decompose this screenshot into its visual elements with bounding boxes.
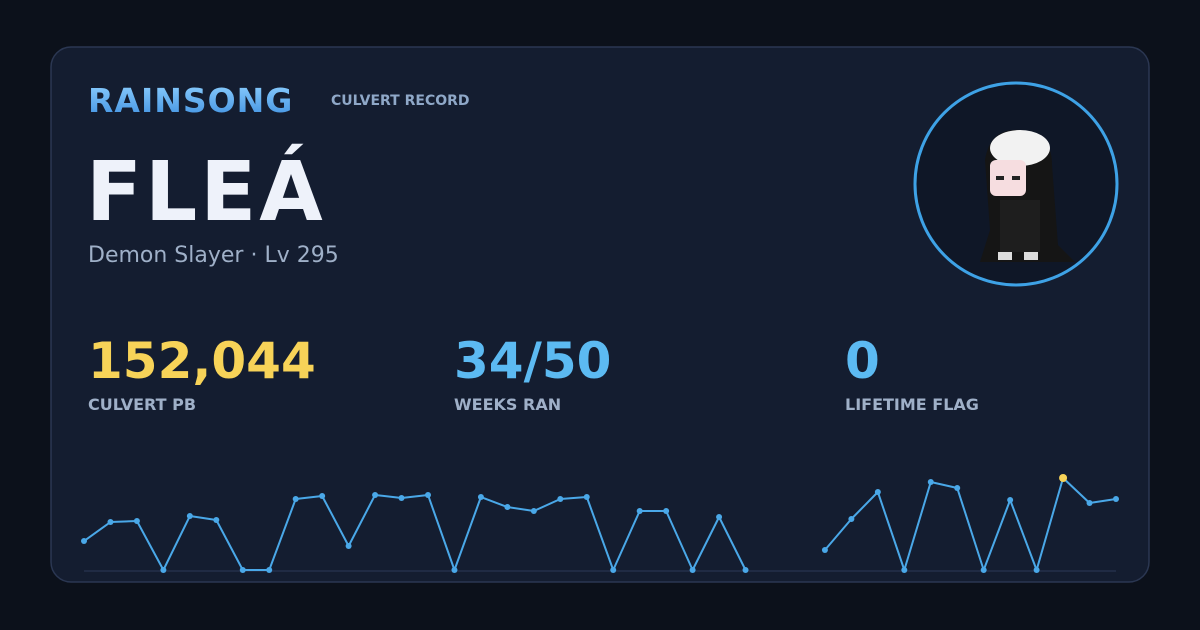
point: [239, 567, 246, 573]
point: [689, 567, 696, 573]
point: [186, 513, 193, 520]
point: [557, 496, 564, 503]
point: [530, 508, 537, 515]
stat-label: LIFETIME FLAG: [845, 395, 979, 414]
point: [663, 508, 670, 515]
point: [160, 567, 167, 573]
point: [266, 567, 273, 573]
avatar: [913, 81, 1119, 287]
point: [107, 519, 114, 526]
point: [636, 508, 643, 515]
point: [610, 567, 617, 573]
point: [477, 494, 484, 501]
point: [821, 546, 828, 553]
point: [848, 515, 855, 522]
point: [980, 567, 987, 573]
point: [927, 479, 934, 486]
point: [133, 517, 140, 524]
player-name: FLEÁ: [86, 143, 326, 240]
point: [451, 567, 458, 573]
point: [716, 513, 723, 520]
point: [901, 567, 908, 573]
point: [1007, 496, 1014, 503]
stat-label: CULVERT PB: [88, 395, 196, 414]
point: [319, 492, 326, 499]
stat-label: WEEKS RAN: [454, 395, 561, 414]
point: [1113, 496, 1119, 503]
best-point: [1059, 474, 1068, 482]
point: [504, 504, 511, 511]
brand: RAINSONG: [88, 81, 293, 120]
point: [954, 485, 961, 492]
point: [742, 567, 749, 573]
stat-value: 152,044: [88, 332, 316, 390]
point: [398, 494, 405, 501]
point: [1086, 500, 1093, 507]
subtitle: CULVERT RECORD: [331, 93, 470, 109]
sparkline: [83, 477, 1117, 571]
point: [81, 538, 87, 545]
point: [583, 494, 590, 501]
card: [50, 46, 1150, 583]
point: [213, 517, 220, 524]
point: [292, 496, 299, 503]
point: [874, 489, 881, 496]
stat-value: 0: [845, 332, 880, 390]
point: [1033, 567, 1040, 573]
point: [372, 491, 379, 498]
point: [345, 542, 352, 549]
point: [425, 491, 431, 498]
stat-value: 34/50: [454, 332, 611, 390]
player-detail: Demon Slayer · Lv 295: [88, 243, 339, 268]
